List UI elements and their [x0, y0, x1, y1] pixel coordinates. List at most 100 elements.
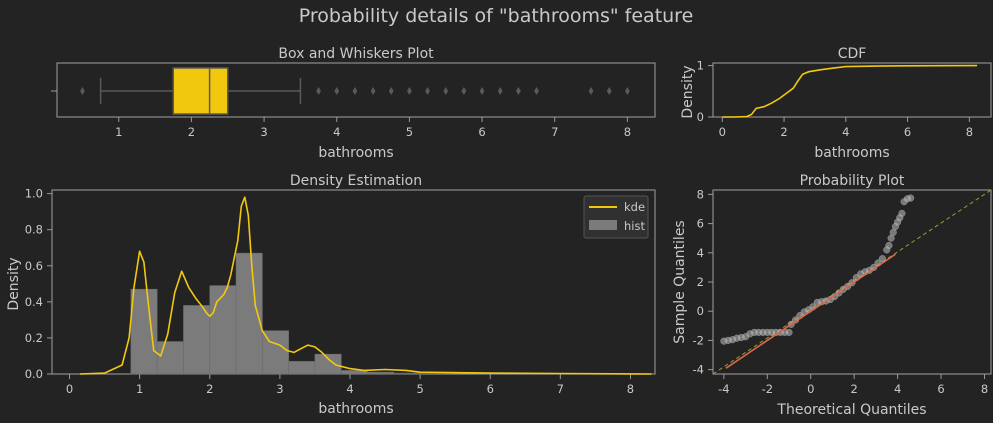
x-tick-label: -2 — [762, 382, 773, 396]
cdf-ylabel: Density — [680, 65, 696, 118]
box-outlier — [606, 87, 612, 95]
y-tick-label: 0.2 — [25, 331, 43, 345]
x-tick-label: 3 — [260, 125, 267, 139]
cdf-marks — [722, 64, 978, 118]
density-xlabel: bathrooms — [318, 401, 393, 417]
cdf-xlabel: bathrooms — [814, 145, 889, 161]
x-tick-label: -4 — [718, 382, 729, 396]
box-outlier — [352, 87, 358, 95]
x-tick-label: 8 — [627, 382, 634, 396]
x-tick-label: 0 — [719, 125, 726, 139]
hist-bar — [235, 252, 263, 375]
box-iqr — [172, 67, 229, 115]
box-outlier — [461, 87, 467, 95]
qq-point — [898, 209, 906, 217]
box-outlier — [443, 87, 449, 95]
box-outlier — [370, 87, 376, 95]
qq-marks — [712, 189, 992, 375]
y-tick-label: -2 — [693, 333, 704, 347]
box-plot-frame — [56, 62, 656, 118]
y-tick-label: 0.4 — [25, 295, 43, 309]
x-tick-label: 3 — [276, 382, 283, 396]
box-plot-marks — [80, 67, 630, 115]
y-tick-label: -4 — [693, 363, 704, 377]
box-outlier — [407, 87, 412, 95]
x-tick-label: 1 — [115, 125, 122, 139]
x-tick-label: 6 — [478, 125, 485, 139]
y-tick-label: 0.8 — [25, 223, 43, 237]
hist-bar — [314, 353, 342, 375]
qq-title: Probability Plot — [800, 173, 905, 189]
hist-bar — [288, 361, 316, 375]
x-tick-label: 0 — [807, 382, 814, 396]
density-legend: kde hist — [583, 195, 649, 239]
cdf-title: CDF — [838, 46, 867, 62]
density-ylabel: Density — [6, 257, 22, 310]
box-outlier — [479, 87, 485, 95]
qq-ylabel: Sample Quantiles — [672, 220, 688, 343]
y-tick-label: 4 — [697, 246, 704, 260]
box-outlier — [425, 87, 430, 95]
x-tick-label: 8 — [981, 382, 988, 396]
x-tick-label: 5 — [406, 125, 413, 139]
box-plot-x-ticks: 1 2 3 4 5 6 7 8 — [115, 117, 631, 139]
qq-point — [907, 194, 915, 202]
x-tick-label: 6 — [904, 125, 911, 139]
x-tick-label: 8 — [624, 125, 631, 139]
density-title: Density Estimation — [290, 173, 422, 189]
box-outlier — [497, 87, 503, 95]
hist-bar — [156, 341, 184, 375]
kde-line — [79, 196, 652, 375]
qq-panel: Probability Plot -4 -2 0 2 4 6 8 -4 -2 0 2 4 6 8 Theo… — [672, 173, 992, 418]
y-tick-label: 1.0 — [25, 187, 43, 201]
legend-hist-swatch — [589, 220, 617, 230]
x-tick-label: 2 — [188, 125, 195, 139]
y-tick-label: 8 — [697, 187, 704, 201]
qq-ticks: -4 -2 0 2 4 6 8 -4 -2 0 2 4 6 8 — [693, 187, 989, 396]
qq-point — [885, 241, 893, 250]
x-tick-label: 7 — [551, 125, 558, 139]
hist-bar — [183, 305, 211, 375]
box-plot-panel: Box and Whiskers Plot 1 2 3 4 5 6 7 8 bathrooms — [51, 46, 656, 161]
x-tick-label: 2 — [851, 382, 858, 396]
box-outlier — [334, 87, 340, 95]
x-tick-label: 2 — [206, 382, 213, 396]
y-tick-label: 0.0 — [25, 367, 43, 381]
box-outlier — [534, 87, 539, 95]
y-tick-label: 0 — [697, 304, 704, 318]
x-tick-label: 6 — [937, 382, 944, 396]
box-outlier — [588, 87, 594, 95]
hist-bar — [393, 372, 421, 375]
qq-fit-line — [725, 253, 896, 369]
density-ticks: 0 1 2 3 4 5 6 7 8 0.0 0.2 0.4 0.6 0.8 1.0 — [25, 187, 634, 396]
y-tick-label: 0 — [697, 110, 704, 124]
hist-bar — [130, 288, 158, 375]
y-tick-label: 2 — [697, 275, 704, 289]
cdf-ticks: 0 2 4 6 8 0 1 — [697, 59, 973, 139]
x-tick-label: 4 — [842, 125, 849, 139]
box-outlier — [388, 87, 394, 95]
hist-bar — [209, 285, 237, 375]
y-tick-label: 1 — [697, 59, 704, 73]
hist-bar — [367, 371, 395, 375]
y-tick-label: 0.6 — [25, 259, 43, 273]
legend-hist-label: hist — [624, 219, 645, 233]
y-tick-label: 6 — [697, 217, 704, 231]
density-marks — [79, 196, 652, 375]
cdf-line — [722, 64, 978, 118]
box-outlier — [515, 87, 521, 95]
qq-xlabel: Theoretical Quantiles — [776, 402, 926, 418]
x-tick-label: 2 — [780, 125, 787, 139]
x-tick-label: 0 — [66, 382, 73, 396]
box-outlier — [624, 87, 630, 95]
density-panel: Density Estimation 0 1 2 3 4 5 6 7 8 0.0 0.2 0.4 0.6… — [6, 173, 656, 417]
box-plot-xlabel: bathrooms — [318, 145, 393, 161]
box-plot-title: Box and Whiskers Plot — [278, 46, 434, 62]
figure-suptitle: Probability details of "bathrooms" featu… — [299, 5, 694, 27]
box-outlier — [80, 87, 85, 95]
x-tick-label: 4 — [894, 382, 901, 396]
legend-kde-label: kde — [624, 200, 645, 214]
x-tick-label: 1 — [136, 382, 143, 396]
qq-point — [785, 328, 793, 336]
x-tick-label: 8 — [966, 125, 973, 139]
